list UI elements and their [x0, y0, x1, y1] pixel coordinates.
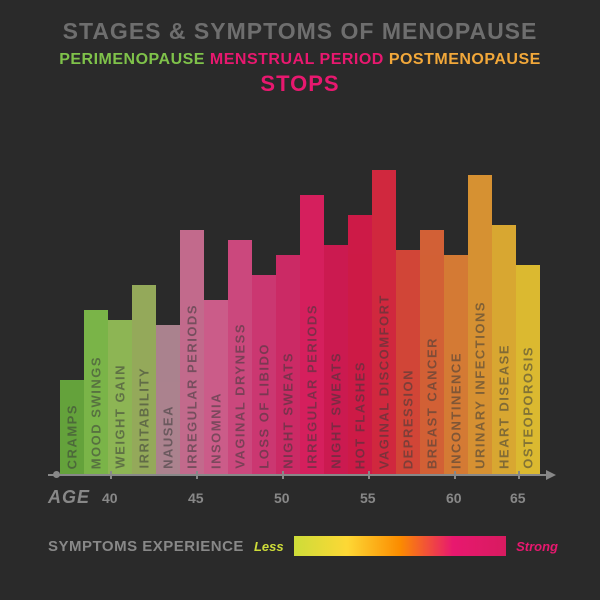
age-tick-label: 40	[102, 490, 118, 506]
symptom-bar: NIGHT SWEATS	[324, 245, 348, 475]
symptom-bar: BREAST CANCER	[420, 230, 444, 475]
symptom-bar: VAGINAL DISCOMFORT	[372, 170, 396, 475]
symptom-bar: NAUSEA	[156, 325, 180, 475]
stage-labels: PERIMENOPAUSE MENSTRUAL PERIOD POSTMENOP…	[0, 51, 600, 69]
symptom-bar-label: LOSS OF LIBIDO	[257, 343, 272, 469]
symptom-bar: DEPRESSION	[396, 250, 420, 475]
axis-tick	[518, 471, 520, 479]
page-title: STAGES & SYMPTOMS OF MENOPAUSE	[0, 0, 600, 45]
age-axis-title: AGE	[48, 487, 90, 508]
symptom-bar-label: DEPRESSION	[401, 369, 416, 469]
axis-arrow-icon	[546, 470, 556, 480]
symptom-bar: NIGHT SWEATS	[276, 255, 300, 475]
symptom-bar-label: HOT FLASHES	[353, 361, 368, 469]
symptom-bar-label: NIGHT SWEATS	[329, 352, 344, 469]
age-tick-label: 55	[360, 490, 376, 506]
symptom-bar: INCONTINENCE	[444, 255, 468, 475]
symptom-bar-label: INSOMNIA	[209, 392, 224, 469]
symptom-bar: URINARY INFECTIONS	[468, 175, 492, 475]
symptom-bar-label: IRRITABILITY	[137, 367, 152, 469]
axis-tick	[196, 471, 198, 479]
symptom-bar-label: INCONTINENCE	[449, 352, 464, 469]
axis-tick	[368, 471, 370, 479]
age-axis	[48, 468, 558, 482]
axis-tick	[454, 471, 456, 479]
symptom-bar: INSOMNIA	[204, 300, 228, 475]
legend: SYMPTOMS EXPERIENCE Less Strong	[48, 532, 558, 560]
age-tick-label: 50	[274, 490, 290, 506]
stage-menstrual: MENSTRUAL PERIOD	[210, 51, 384, 68]
symptom-bar: OSTEOPOROSIS	[516, 265, 540, 475]
stage-postmenopause: POSTMENOPAUSE	[389, 51, 541, 68]
legend-title: SYMPTOMS EXPERIENCE	[48, 538, 244, 555]
symptom-bar: VAGINAL DRYNESS	[228, 240, 252, 475]
symptom-bar: HEART DISEASE	[492, 225, 516, 475]
symptom-bar-label: IRREGULAR PERIODS	[185, 304, 200, 469]
symptom-bar: LOSS OF LIBIDO	[252, 275, 276, 475]
symptom-bar: IRREGULAR PERIODS	[180, 230, 204, 475]
axis-line	[48, 474, 548, 476]
axis-tick	[282, 471, 284, 479]
symptom-bar-label: NIGHT SWEATS	[281, 352, 296, 469]
symptom-bar-label: CRAMPS	[65, 404, 80, 469]
symptom-bar: WEIGHT GAIN	[108, 320, 132, 475]
stage-perimenopause: PERIMENOPAUSE	[59, 51, 205, 68]
symptom-bar: IRRITABILITY	[132, 285, 156, 475]
symptom-bar-label: VAGINAL DRYNESS	[233, 323, 248, 469]
legend-gradient	[294, 536, 507, 556]
age-tick-label: 45	[188, 490, 204, 506]
symptom-bar-label: IRREGULAR PERIODS	[305, 304, 320, 469]
symptom-bar: HOT FLASHES	[348, 215, 372, 475]
symptom-bar-label: MOOD SWINGS	[89, 356, 104, 469]
symptom-bar-label: HEART DISEASE	[497, 344, 512, 469]
bar-chart: CRAMPS MOOD SWINGS WEIGHT GAIN IRRITABILITY…	[60, 145, 550, 475]
symptom-bar-label: BREAST CANCER	[425, 337, 440, 469]
axis-tick	[110, 471, 112, 479]
symptom-bar: MOOD SWINGS	[84, 310, 108, 475]
symptom-bar-label: VAGINAL DISCOMFORT	[377, 294, 392, 469]
legend-less-label: Less	[254, 539, 284, 554]
age-tick-label: 65	[510, 490, 526, 506]
legend-strong-label: Strong	[516, 539, 558, 554]
symptom-bar: IRREGULAR PERIODS	[300, 195, 324, 475]
symptom-bar-label: WEIGHT GAIN	[113, 364, 128, 469]
stops-label: STOPS	[0, 71, 600, 97]
symptom-bar-label: OSTEOPOROSIS	[521, 346, 536, 469]
age-tick-label: 60	[446, 490, 462, 506]
symptom-bar-label: NAUSEA	[161, 405, 176, 469]
symptom-bar-label: URINARY INFECTIONS	[473, 301, 488, 469]
symptom-bar: CRAMPS	[60, 380, 84, 475]
